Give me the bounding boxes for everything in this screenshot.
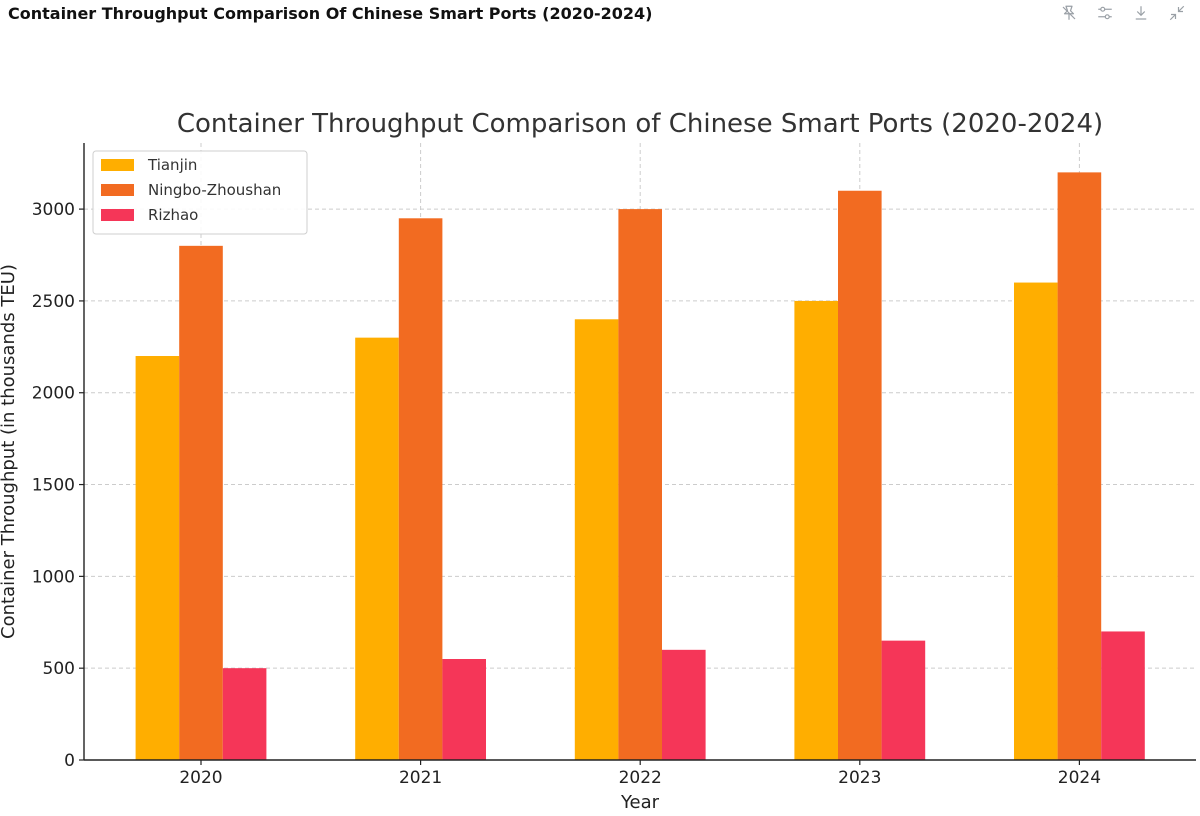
settings-button[interactable] [1094,2,1116,24]
y-tick-label: 0 [64,751,75,771]
bar-ningbo-zhoushan-2023 [838,190,882,761]
x-tick-label: 2020 [179,768,222,788]
bar-tianjin-2023 [794,300,838,760]
bar-tianjin-2022 [574,319,619,760]
y-axis-label: Container Throughput (in thousands TEU) [0,264,19,639]
bar-rizhao-2022 [662,649,706,760]
y-tick-label: 2500 [32,292,75,312]
collapse-icon [1169,5,1185,21]
bar-ningbo-zhoushan-2022 [618,209,662,760]
bar-tianjin-2021 [355,337,399,760]
x-tick-label: 2022 [619,768,662,788]
download-button[interactable] [1130,2,1152,24]
bar-tianjin-2020 [135,356,180,760]
y-tick-label: 2000 [32,384,75,404]
download-icon [1135,6,1147,20]
x-axis-label: Year [620,792,660,813]
x-tick-label: 2021 [399,768,442,788]
legend-box [92,150,308,235]
page-title: Container Throughput Comparison Of Chine… [8,4,653,23]
bar-ningbo-zhoushan-2020 [179,245,223,761]
x-tick-label: 2023 [838,768,881,788]
legend-swatch-ningbo-zhoushan [101,184,134,196]
legend-label: Rizhao [148,206,198,224]
collapse-button[interactable] [1166,2,1188,24]
bar-rizhao-2023 [881,640,926,760]
bar-tianjin-2024 [1014,282,1058,760]
legend-label: Ningbo-Zhoushan [148,181,281,199]
y-tick-label: 1000 [32,567,75,587]
page-header: Container Throughput Comparison Of Chine… [0,0,1200,30]
bar-rizhao-2020 [222,668,267,760]
chart-toolbar [1058,2,1188,24]
pin-off-icon [1062,5,1076,20]
y-tick-label: 3000 [32,200,75,220]
bar-rizhao-2021 [442,659,486,760]
bar-ningbo-zhoushan-2021 [398,218,443,760]
y-tick-label: 500 [43,659,75,679]
y-tick-label: 1500 [32,476,75,496]
bar-ningbo-zhoushan-2024 [1057,172,1102,760]
x-tick-label: 2024 [1058,768,1101,788]
bar-rizhao-2024 [1101,631,1145,760]
pin-off-button[interactable] [1058,2,1080,24]
legend-swatch-rizhao [101,209,134,221]
chart-title: Container Throughput Comparison of Chine… [177,109,1103,139]
legend-label: Tianjin [147,156,197,174]
settings-sliders-icon [1098,6,1112,20]
legend-swatch-tianjin [101,159,134,171]
